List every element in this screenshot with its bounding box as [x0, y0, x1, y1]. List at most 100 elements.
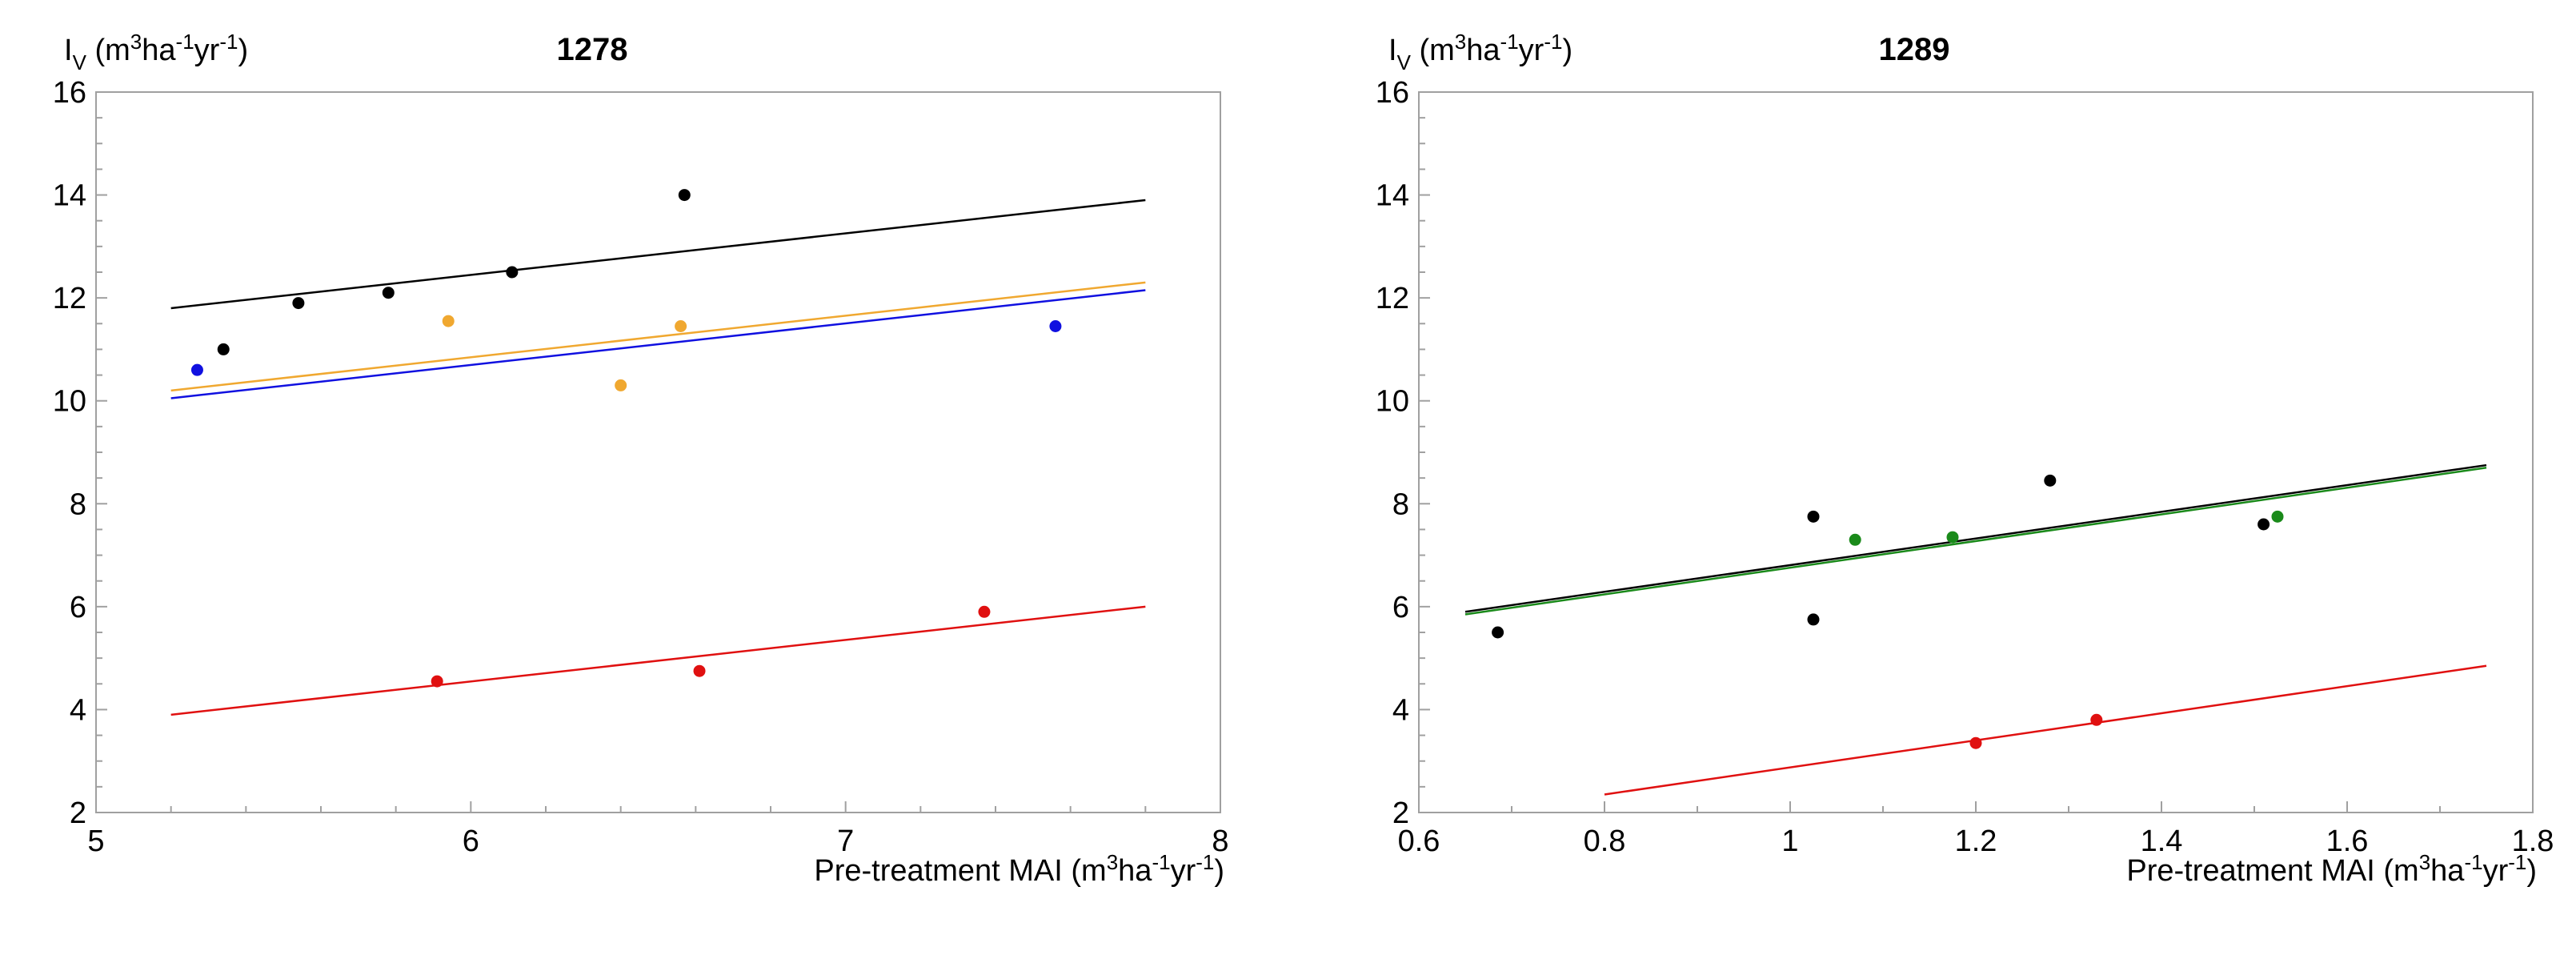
fit-line-red: [170, 605, 1146, 716]
fit-line-blue: [170, 289, 1146, 399]
point-black: [506, 266, 519, 279]
y-tick-label: 14: [53, 179, 86, 213]
point-green: [1849, 533, 1861, 546]
y-tick-label: 10: [1376, 385, 1409, 419]
point-black: [2258, 518, 2270, 531]
y-label-sup3: -1: [219, 30, 238, 54]
y-label-close: ): [1562, 34, 1572, 67]
point-orange: [615, 379, 627, 391]
point-black: [1807, 613, 1820, 626]
x-label-mid: ha: [2430, 854, 2465, 888]
y-tick-label: 8: [70, 488, 86, 521]
y-tick-label: 12: [1376, 282, 1409, 315]
panel-2-title: 1289: [1879, 32, 1950, 67]
y-label-mid2: yr: [1519, 34, 1544, 67]
point-black: [678, 189, 691, 202]
x-label-mid2: yr: [1171, 854, 1196, 888]
point-red: [978, 605, 991, 618]
point-black: [1492, 626, 1504, 639]
x-label-sup2: -1: [1152, 850, 1170, 874]
x-label-sup3: -1: [1196, 850, 1214, 874]
panel-1-points: [190, 189, 1062, 688]
x-tick-label: 8: [1212, 825, 1228, 858]
panel-2-ticks: 2 4 6 8 10 12 14 16 0.6 0.8 1 1.2 1.4 1.6 1.8: [1376, 76, 2554, 858]
y-tick-label: 8: [1392, 488, 1409, 521]
x-label-main: Pre-treatment MAI (m: [814, 854, 1106, 888]
panel-1-y-axis-label: IV (m3ha-1yr-1): [64, 30, 248, 74]
y-tick-label: 12: [53, 282, 86, 315]
x-tick-label: 1.2: [1955, 825, 1997, 858]
fit-line-black: [170, 199, 1146, 310]
panel-1-title: 1278: [557, 32, 628, 67]
y-label-sup2: -1: [1500, 30, 1519, 54]
panel-2-fit-lines: [1464, 463, 2487, 796]
y-label-mid2: yr: [194, 34, 220, 67]
y-tick-label: 4: [70, 693, 86, 727]
fit-line-green: [1464, 467, 2487, 616]
x-label-sup1: 3: [1107, 850, 1118, 874]
x-label-sup1: 3: [2419, 850, 2430, 874]
y-label-units-open: (m: [1411, 34, 1455, 67]
y-label-sup1: 3: [130, 30, 142, 54]
point-red: [1969, 736, 1982, 749]
panel-2-frame: [1418, 91, 2534, 813]
x-label-sup2: -1: [2464, 850, 2482, 874]
panel-2-points: [1492, 474, 2284, 749]
x-tick-label: 1: [1781, 825, 1798, 858]
y-label-sup3: -1: [1544, 30, 1562, 54]
y-label-main: I: [1388, 34, 1397, 67]
fit-line-red: [1604, 664, 2487, 796]
point-black: [382, 287, 395, 299]
y-tick-label: 2: [70, 796, 86, 830]
y-label-mid: ha: [142, 34, 176, 67]
panel-1-fit-lines: [170, 199, 1146, 716]
panel-2-x-axis-label: Pre-treatment MAI (m3ha-1yr-1): [2126, 850, 2537, 888]
y-label-close: ): [238, 34, 248, 67]
panel-1-x-axis-label: Pre-treatment MAI (m3ha-1yr-1): [814, 850, 1224, 888]
point-red: [2090, 713, 2103, 726]
y-tick-label: 2: [1392, 796, 1409, 830]
panel-2-y-axis-label: IV (m3ha-1yr-1): [1388, 30, 1572, 74]
point-black: [292, 297, 305, 310]
point-black: [2044, 474, 2057, 487]
point-green: [2271, 510, 2284, 523]
fit-line-black: [1464, 463, 2487, 613]
y-label-sup1: 3: [1455, 30, 1466, 54]
y-label-sub: V: [1397, 50, 1412, 74]
x-label-mid2: yr: [2483, 854, 2509, 888]
point-orange: [675, 320, 687, 332]
y-label-sup2: -1: [176, 30, 194, 54]
y-tick-label: 10: [53, 385, 86, 419]
x-tick-label: 5: [87, 825, 104, 858]
point-red: [693, 664, 706, 677]
point-blue: [1049, 320, 1062, 332]
y-tick-label: 6: [70, 591, 86, 624]
y-tick-label: 16: [53, 76, 86, 110]
x-tick-label: 6: [463, 825, 479, 858]
point-red: [431, 675, 443, 688]
y-label-mid: ha: [1466, 34, 1500, 67]
x-tick-label: 0.6: [1398, 825, 1440, 858]
y-label-sub: V: [73, 50, 87, 74]
point-green: [1946, 531, 1959, 544]
point-orange: [442, 315, 455, 327]
x-tick-label: 1.8: [2512, 825, 2554, 858]
y-label-units-open: (m: [86, 34, 130, 67]
y-tick-label: 16: [1376, 76, 1409, 110]
x-tick-label: 1.4: [2141, 825, 2183, 858]
x-label-close: ): [2526, 854, 2537, 888]
x-tick-label: 1.6: [2326, 825, 2369, 858]
x-label-main: Pre-treatment MAI (m: [2126, 854, 2418, 888]
y-tick-label: 6: [1392, 591, 1409, 624]
y-tick-label: 14: [1376, 179, 1409, 213]
point-blue: [190, 363, 203, 376]
y-label-main: I: [64, 34, 73, 67]
point-black: [1807, 510, 1820, 523]
x-tick-label: 0.8: [1584, 825, 1626, 858]
point-black: [217, 343, 230, 355]
x-label-sup3: -1: [2508, 850, 2526, 874]
x-label-mid: ha: [1118, 854, 1152, 888]
